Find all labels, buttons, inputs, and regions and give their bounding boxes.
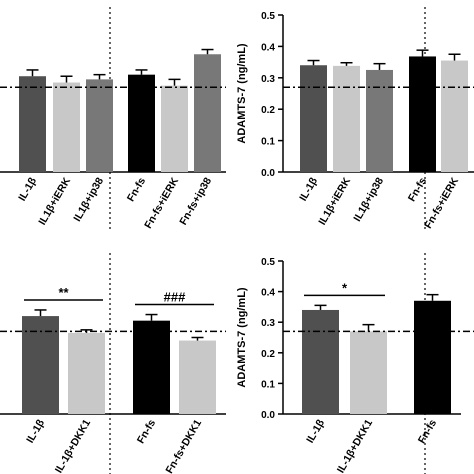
- y-tick-label: 0.3: [261, 74, 275, 85]
- bar: [366, 69, 393, 172]
- x-tick-label: IL1β+iERK: [316, 175, 353, 227]
- y-tick-label: 0.5: [261, 11, 275, 22]
- bar: [128, 74, 155, 172]
- y-tick-label: 0.2: [261, 105, 275, 116]
- bar: [86, 79, 113, 172]
- y-tick-label: 0.1: [261, 379, 275, 390]
- x-tick-label: IL1β+iERK: [36, 175, 73, 227]
- y-tick-label: 0.5: [261, 257, 275, 268]
- x-tick-label: Fn-fs: [135, 417, 158, 445]
- x-tick-label: IL-1β: [304, 417, 327, 445]
- x-tick-label: Fn-fs: [125, 175, 148, 203]
- bar: [179, 340, 216, 414]
- bar: [19, 76, 46, 172]
- x-tick-label: Fn-fs+ip38: [177, 175, 214, 227]
- significance-label: *: [342, 280, 348, 295]
- chart-panel-bottom-right: 0.0 0.1 0.2 0.3 0.4 0.5 ADAMTS-7 (ng/mL) IL-1β I…: [236, 253, 474, 474]
- y-tick-label: 0.2: [261, 349, 275, 360]
- x-tick-label: Fn-fs: [406, 175, 429, 203]
- x-tick-label: IL-1β+DKK1: [335, 417, 375, 474]
- y-axis-label: ADAMTS-7 (ng/mL): [236, 287, 248, 388]
- chart-panel-bottom-left: IL-1β IL-1β+DKK1 Fn-fs Fn-fs+DKK1 ** ###: [0, 253, 226, 474]
- bar: [414, 300, 451, 414]
- x-tick-label: Fn-fs: [416, 417, 439, 445]
- bar: [409, 56, 436, 173]
- bar: [302, 309, 339, 414]
- y-tick-label: 0.4: [261, 42, 275, 53]
- x-tick-label: IL-1β: [24, 417, 47, 445]
- bar: [300, 65, 327, 172]
- bar: [22, 316, 59, 414]
- y-tick-label: 0.0: [261, 168, 275, 179]
- y-tick-label: 0.1: [261, 137, 275, 148]
- bar: [133, 320, 170, 414]
- y-tick-label: 0.3: [261, 318, 275, 329]
- y-tick-label: 0.0: [261, 410, 275, 421]
- bar: [333, 65, 360, 172]
- x-tick-label: IL1β+ip38: [351, 175, 386, 223]
- bar: [161, 85, 188, 172]
- significance-label: ###: [164, 290, 186, 305]
- bar: [350, 331, 387, 414]
- y-tick-label: 0.4: [261, 288, 275, 299]
- bar: [68, 332, 105, 414]
- significance-label: **: [58, 285, 69, 300]
- y-axis-label: ADAMTS-7 (ng/mL): [236, 43, 248, 144]
- x-tick-label: IL1β+ip38: [71, 175, 106, 223]
- x-tick-label: IL-1β: [297, 175, 320, 203]
- bar: [441, 60, 468, 172]
- x-tick-label: IL-1β+DKK1: [53, 417, 93, 474]
- x-tick-label: Fn-fs+iERK: [142, 175, 181, 231]
- x-tick-label: IL-1β: [16, 175, 39, 203]
- x-tick-label: Fn-fs+iERK: [422, 175, 461, 231]
- bar: [194, 54, 221, 172]
- x-tick-label: Fn-fs+DKK1: [164, 417, 205, 474]
- bar: [53, 82, 80, 172]
